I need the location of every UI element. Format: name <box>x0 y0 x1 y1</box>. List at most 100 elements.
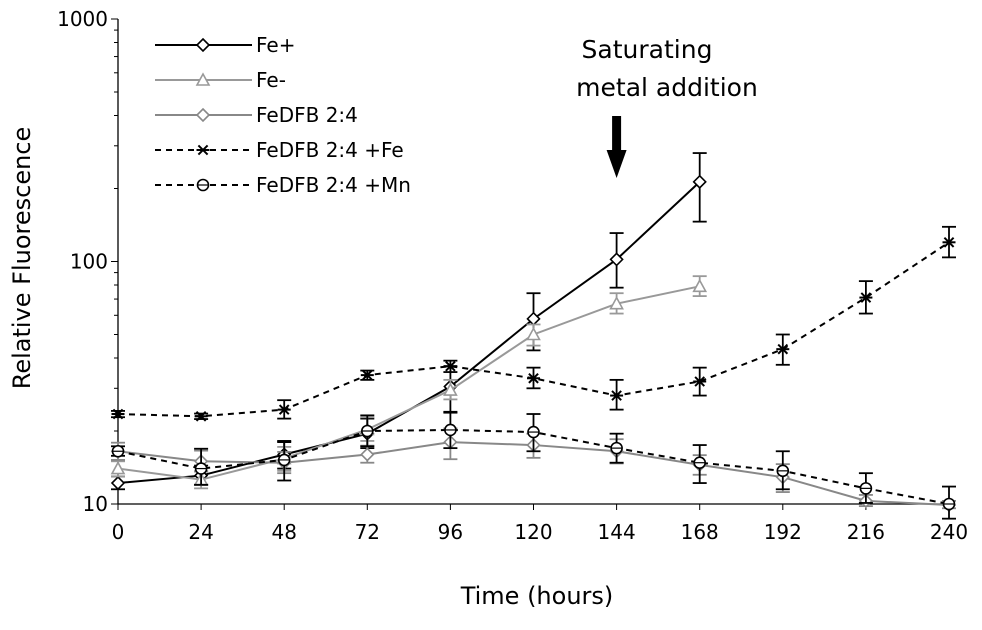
annotation-line-2: metal addition <box>576 73 758 102</box>
data-point <box>942 497 956 511</box>
legend-marker <box>195 107 211 123</box>
data-point <box>443 382 458 396</box>
series-area <box>110 152 957 520</box>
diamond-marker <box>360 447 375 462</box>
asterisk-stroke <box>278 404 290 415</box>
data-point <box>859 482 873 495</box>
data-point <box>360 447 375 462</box>
data-point <box>692 174 707 189</box>
legend-item: FeDFB 2:4 +Fe <box>155 138 404 162</box>
down-arrow-icon <box>606 116 627 178</box>
data-point <box>111 408 125 420</box>
legend-item: Fe- <box>155 68 286 92</box>
annotation: Saturating metal addition <box>576 35 758 178</box>
asterisk-stroke <box>528 372 539 384</box>
legend-label: FeDFB 2:4 +Fe <box>256 138 404 162</box>
legend-label: FeDFB 2:4 +Mn <box>256 173 411 197</box>
asterisk-stroke <box>943 236 955 248</box>
data-point <box>942 236 956 248</box>
asterisk-stroke <box>361 369 373 381</box>
data-point <box>194 410 208 422</box>
data-point <box>527 372 540 384</box>
data-point <box>110 460 126 475</box>
series-line <box>117 181 701 485</box>
y-tick-label: 100 <box>70 250 108 274</box>
legend-item: FeDFB 2:4 +Mn <box>155 173 411 197</box>
x-tick-label: 72 <box>355 520 380 544</box>
x-axis-title: Time (hours) <box>460 582 614 610</box>
asterisk-stroke <box>445 360 456 372</box>
data-point <box>609 252 624 267</box>
x-tick-label: 24 <box>188 520 213 544</box>
triangle-marker <box>110 460 126 475</box>
asterisk-stroke <box>197 144 209 156</box>
asterisk-stroke <box>694 376 706 387</box>
arrow-head <box>606 150 627 178</box>
legend-label: FeDFB 2:4 <box>256 103 358 127</box>
asterisk-stroke <box>112 408 124 420</box>
data-point <box>443 360 457 372</box>
legend-marker <box>196 144 210 156</box>
x-tick-label: 240 <box>930 520 968 544</box>
axes: 10 100 1000 0 24 48 72 96 120 144 168 192 216 240 <box>57 7 968 544</box>
triangle-marker <box>692 278 708 293</box>
data-point <box>693 376 707 387</box>
data-point <box>609 296 624 310</box>
x-tick-label: 192 <box>764 520 802 544</box>
data-point <box>692 278 708 293</box>
data-point <box>111 444 125 458</box>
x-tick-label: 120 <box>514 520 552 544</box>
legend-label: Fe+ <box>256 33 295 57</box>
series-3 <box>111 225 956 422</box>
data-point <box>110 475 126 491</box>
triangle-marker <box>195 72 211 86</box>
data-point <box>277 453 291 467</box>
data-point <box>610 390 624 401</box>
data-point <box>277 404 291 415</box>
diamond-marker <box>609 252 624 267</box>
x-tick-label: 216 <box>847 520 885 544</box>
triangle-marker <box>609 296 624 310</box>
data-point <box>360 369 374 381</box>
legend: Fe+ Fe- FeDFB 2:4 FeDFB 2:4 +Fe FeDFB 2:4 +M… <box>155 33 411 197</box>
asterisk-stroke <box>611 390 622 401</box>
data-point <box>527 425 540 439</box>
x-tick-label: 168 <box>681 520 719 544</box>
diamond-marker <box>692 174 707 189</box>
triangle-marker <box>443 382 458 396</box>
diamond-marker <box>110 475 126 491</box>
data-point <box>194 462 208 475</box>
data-point <box>693 456 707 470</box>
legend-item: FeDFB 2:4 <box>155 103 358 127</box>
data-point <box>360 424 374 438</box>
series-line <box>117 285 700 481</box>
y-tick-label: 10 <box>83 492 108 516</box>
data-point <box>610 441 623 455</box>
y-tick-label: 1000 <box>57 7 108 31</box>
y-axis-title: Relative Fluorescence <box>8 127 36 390</box>
legend-marker <box>195 72 211 86</box>
diamond-marker <box>195 107 211 123</box>
diamond-marker <box>195 37 211 53</box>
legend-label: Fe- <box>256 68 286 92</box>
series-4 <box>111 411 956 520</box>
legend-item: Fe+ <box>155 33 295 57</box>
data-point <box>776 343 790 355</box>
triangle-marker <box>526 326 541 341</box>
x-tick-label: 0 <box>112 520 125 544</box>
data-point <box>526 326 541 341</box>
data-point <box>776 464 790 478</box>
legend-marker <box>196 178 210 192</box>
x-tick-label: 96 <box>438 520 463 544</box>
x-tick-label: 48 <box>271 520 296 544</box>
arrow-shaft <box>612 116 622 152</box>
data-point <box>859 292 873 303</box>
x-tick-label: 144 <box>598 520 636 544</box>
asterisk-stroke <box>195 410 207 422</box>
data-point <box>444 423 457 437</box>
annotation-line-1: Saturating <box>582 35 713 64</box>
asterisk-stroke <box>777 343 789 355</box>
asterisk-stroke <box>860 292 872 303</box>
legend-marker <box>195 37 211 53</box>
